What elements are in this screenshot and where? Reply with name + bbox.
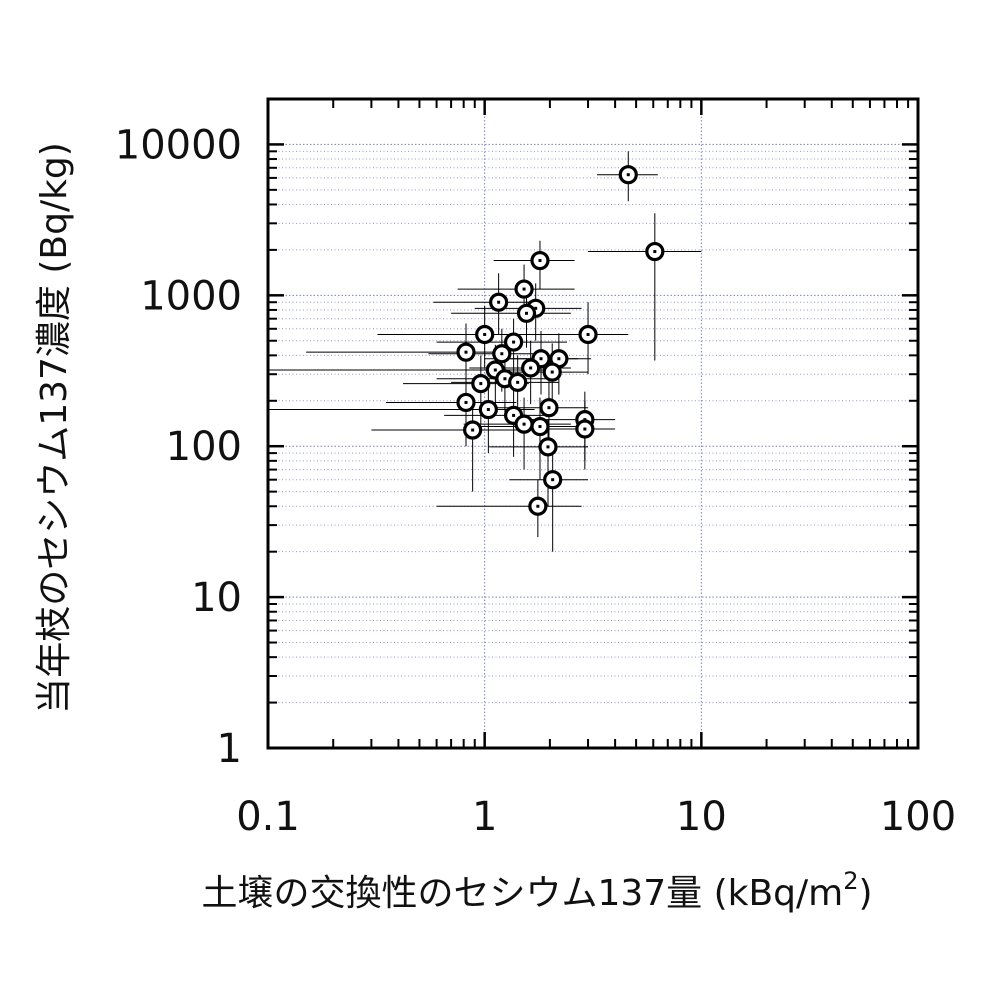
data-point-center-dot: [464, 350, 468, 354]
data-point-center-dot: [538, 259, 542, 263]
x-tick-label: 100: [880, 794, 956, 840]
axis-tick-labels: 0.1 1 10 100 1 10 100 1000 10000: [115, 122, 956, 840]
error-bars: [268, 151, 702, 552]
data-point-center-dot: [503, 377, 507, 381]
data-point-center-dot: [557, 357, 561, 361]
x-tick-label: 1: [472, 794, 497, 840]
y-tick-label: 1000: [140, 273, 242, 319]
data-point-center-dot: [525, 311, 529, 315]
data-point-center-dot: [522, 287, 526, 291]
data-point-center-dot: [551, 478, 555, 482]
x-axis-title-end: ): [859, 873, 873, 914]
x-axis-title: 土壌の交換性のセシウム137量 (kBq/m2): [201, 867, 872, 914]
y-tick-label: 1: [217, 726, 242, 772]
data-point-center-dot: [586, 332, 590, 336]
data-point-center-dot: [464, 400, 468, 404]
x-axis-title-main: 土壌の交換性のセシウム137量 (kBq/m: [201, 873, 843, 914]
data-point-center-dot: [471, 428, 475, 432]
x-axis-title-superscript: 2: [843, 867, 858, 895]
data-point-center-dot: [516, 380, 520, 384]
data-point-center-dot: [479, 382, 483, 386]
data-point-center-dot: [539, 357, 543, 361]
data-point-center-dot: [547, 406, 551, 410]
y-axis-title: 当年枝のセシウム137濃度 (Bq/kg): [34, 142, 75, 714]
data-point-center-dot: [493, 368, 497, 372]
axis-ticks: [266, 98, 920, 750]
x-tick-label: 10: [676, 794, 727, 840]
data-point-center-dot: [550, 370, 554, 374]
data-point-center-dot: [538, 425, 542, 429]
data-points: [456, 165, 665, 516]
data-point-center-dot: [497, 300, 501, 304]
data-point-center-dot: [626, 173, 630, 177]
data-point-center-dot: [512, 413, 516, 417]
data-point-center-dot: [534, 306, 538, 310]
data-point-center-dot: [546, 445, 550, 449]
data-point-center-dot: [529, 366, 533, 370]
data-point-center-dot: [536, 504, 540, 508]
x-tick-label: 0.1: [236, 794, 300, 840]
data-point-center-dot: [512, 340, 516, 344]
data-point-center-dot: [483, 332, 487, 336]
data-point-center-dot: [522, 422, 526, 426]
y-tick-label: 10: [191, 575, 242, 621]
data-point-center-dot: [486, 408, 490, 412]
data-point-center-dot: [500, 352, 504, 356]
data-point-center-dot: [583, 427, 587, 431]
y-tick-label: 10000: [115, 122, 242, 168]
y-tick-label: 100: [166, 424, 242, 470]
data-point-center-dot: [653, 250, 657, 254]
plot-frame: [266, 97, 920, 750]
